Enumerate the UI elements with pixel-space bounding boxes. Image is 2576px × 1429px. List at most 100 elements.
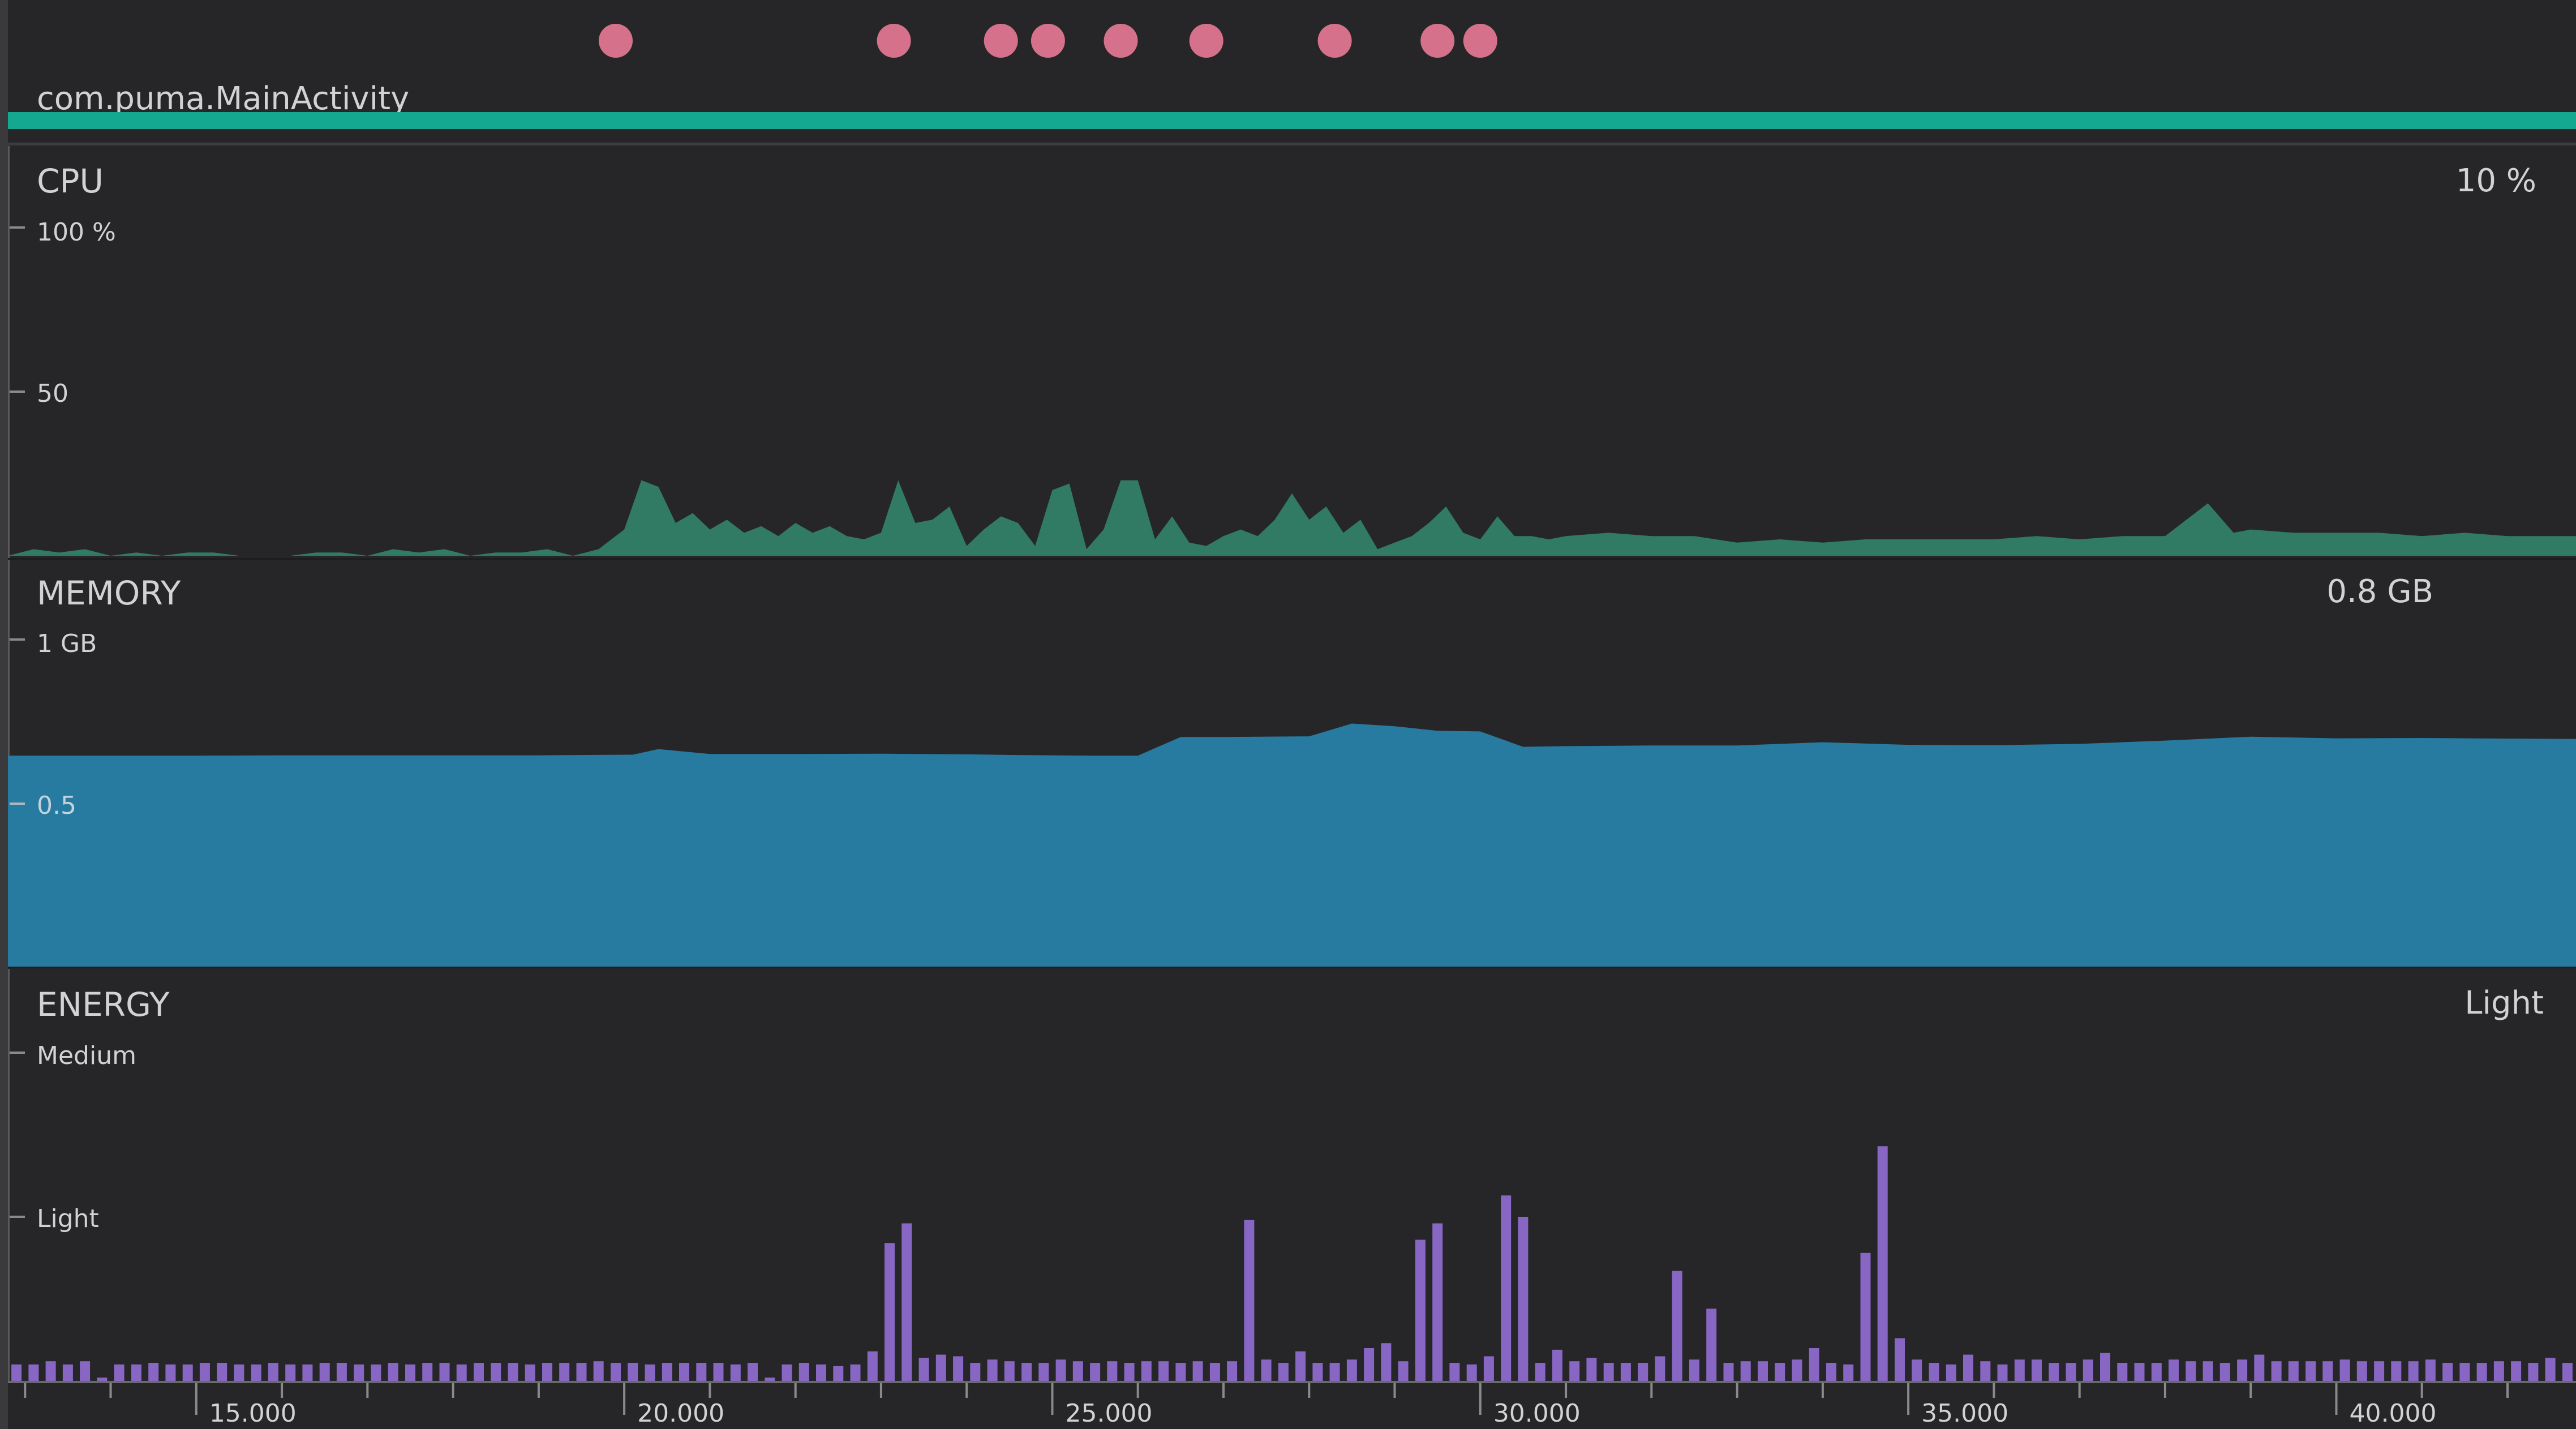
energy-bar	[491, 1363, 501, 1381]
energy-bar	[1655, 1356, 1665, 1381]
energy-bar	[1775, 1363, 1785, 1381]
energy-bar	[131, 1364, 141, 1381]
energy-bar	[867, 1351, 878, 1381]
energy-bar	[1466, 1364, 1477, 1381]
energy-bar	[1603, 1363, 1614, 1381]
cpu-title: CPU	[37, 162, 104, 200]
energy-bar	[217, 1363, 227, 1381]
event-marker[interactable]	[1031, 24, 1065, 58]
energy-bar	[2408, 1361, 2419, 1381]
energy-y-tick-label-medium: Medium	[37, 1041, 136, 1070]
energy-bar	[1809, 1348, 1819, 1381]
energy-bar	[285, 1364, 296, 1381]
memory-y-tick-label-1gb: 1 GB	[37, 629, 97, 658]
energy-bar	[1997, 1364, 2008, 1381]
energy-bar	[251, 1364, 261, 1381]
energy-bar	[234, 1364, 244, 1381]
energy-bar	[1620, 1363, 1631, 1381]
time-axis[interactable]: 15.000 20.000 25.000 30.000 35.000 40.000	[8, 1381, 2576, 1428]
energy-bar	[1843, 1364, 1854, 1381]
event-marker[interactable]	[1420, 24, 1455, 58]
event-marker[interactable]	[1189, 24, 1223, 58]
energy-bar	[354, 1364, 364, 1381]
energy-bar	[2322, 1361, 2333, 1381]
energy-bar	[2117, 1363, 2128, 1381]
time-axis-tick-label: 15.000	[209, 1399, 297, 1428]
memory-section[interactable]: MEMORY 0.8 GB 1 GB 0.5	[8, 560, 2576, 967]
event-marker[interactable]	[599, 24, 633, 58]
energy-bar	[1175, 1363, 1186, 1381]
energy-bar	[1038, 1363, 1049, 1381]
energy-bar	[1021, 1363, 1032, 1381]
energy-title: ENERGY	[37, 985, 170, 1024]
energy-bar	[1227, 1361, 1238, 1381]
energy-bar	[2271, 1361, 2282, 1381]
energy-bar	[1364, 1348, 1375, 1381]
energy-bar	[1141, 1361, 1152, 1381]
energy-bar	[114, 1364, 124, 1381]
energy-bar	[165, 1364, 176, 1381]
energy-bar	[628, 1363, 638, 1381]
energy-bar	[2032, 1359, 2042, 1381]
energy-bar	[2049, 1363, 2059, 1381]
energy-bar	[1792, 1359, 1802, 1381]
energy-bar	[1004, 1361, 1015, 1381]
energy-bar	[1312, 1363, 1323, 1381]
energy-bar	[885, 1243, 895, 1381]
energy-bar	[1107, 1361, 1118, 1381]
activity-bar[interactable]	[8, 112, 2576, 129]
energy-bar	[901, 1223, 912, 1381]
event-marker[interactable]	[1463, 24, 1497, 58]
energy-bar	[679, 1363, 689, 1381]
cpu-y-tick-label-50: 50	[37, 379, 68, 408]
energy-bar	[798, 1363, 809, 1381]
energy-bar	[1946, 1364, 1956, 1381]
event-marker[interactable]	[1104, 24, 1138, 58]
energy-bar	[199, 1363, 210, 1381]
energy-bar	[2374, 1361, 2385, 1381]
energy-bar	[1963, 1354, 1973, 1381]
energy-bar	[2066, 1363, 2076, 1381]
energy-bar	[1740, 1361, 1751, 1381]
energy-bar	[2391, 1361, 2402, 1381]
energy-bar	[1329, 1363, 1340, 1381]
energy-bar	[2151, 1363, 2162, 1381]
energy-bar	[456, 1364, 467, 1381]
energy-bar	[97, 1377, 108, 1381]
energy-bar	[611, 1363, 621, 1381]
energy-bar	[1723, 1363, 1734, 1381]
energy-bar	[1483, 1356, 1494, 1381]
energy-bar	[1278, 1363, 1289, 1381]
energy-bar	[1586, 1358, 1597, 1381]
cpu-section[interactable]: CPU 10 % 100 % 50	[8, 146, 2576, 558]
memory-y-tick-label-half: 0.5	[37, 791, 76, 820]
event-marker[interactable]	[1317, 24, 1352, 58]
energy-bar	[782, 1364, 792, 1381]
energy-bar	[645, 1364, 655, 1381]
time-axis-tick-label: 35.000	[1921, 1399, 2008, 1428]
energy-bar	[1912, 1359, 1922, 1381]
energy-bar	[1124, 1363, 1135, 1381]
energy-bar	[1449, 1363, 1460, 1381]
energy-bar	[422, 1363, 433, 1381]
event-marker[interactable]	[984, 24, 1018, 58]
energy-bar	[748, 1363, 758, 1381]
energy-bar	[1261, 1359, 1272, 1381]
energy-bar	[1295, 1351, 1306, 1381]
energy-bar	[388, 1363, 398, 1381]
energy-bar	[1980, 1361, 1991, 1381]
energy-bar	[1535, 1363, 1545, 1381]
energy-bar	[2476, 1363, 2487, 1381]
energy-bar	[850, 1364, 861, 1381]
energy-bar	[593, 1361, 604, 1381]
energy-bar	[2014, 1359, 2025, 1381]
event-marker[interactable]	[877, 24, 911, 58]
energy-axis-line	[8, 969, 10, 1381]
energy-bar	[2442, 1363, 2453, 1381]
energy-bar	[1895, 1338, 1905, 1381]
memory-energy-divider	[8, 967, 2576, 968]
energy-bar	[2493, 1361, 2504, 1381]
energy-section[interactable]: ENERGY Light Medium Light	[8, 969, 2573, 1381]
